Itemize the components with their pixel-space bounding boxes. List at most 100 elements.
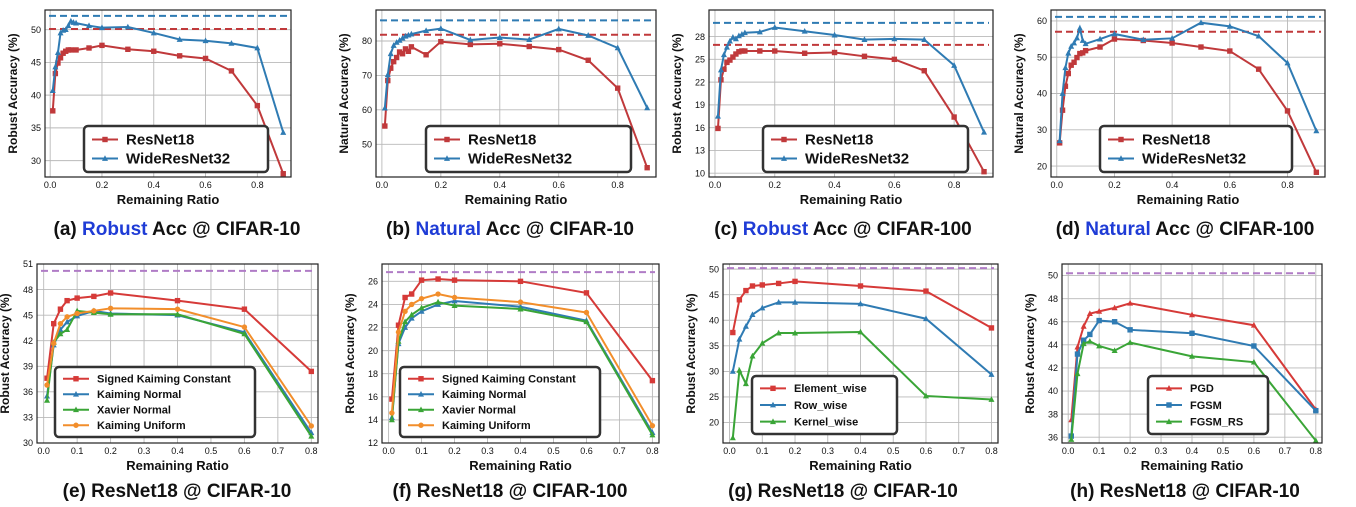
data-point <box>402 294 408 301</box>
x-tick-label: 0.2 <box>1108 180 1121 190</box>
data-point <box>831 31 838 38</box>
y-tick-label: 19 <box>695 100 705 110</box>
series-line <box>46 307 313 427</box>
data-point <box>981 168 987 175</box>
y-tick-label: 22 <box>695 77 705 87</box>
y-tick-label: 39 <box>23 361 33 371</box>
data-point <box>1080 340 1087 347</box>
data-point <box>1073 34 1080 41</box>
data-point <box>756 28 763 35</box>
data-point <box>1080 50 1086 56</box>
data-point <box>891 35 898 42</box>
data-point <box>759 339 766 346</box>
data-point <box>801 27 808 34</box>
x-axis-label: Remaining Ratio <box>469 458 572 473</box>
legend-label: WideResNet32 <box>126 151 230 168</box>
y-tick-label: 46 <box>1048 317 1058 327</box>
legend: PGD FGSM FGSM_RS <box>1146 374 1270 436</box>
data-point <box>1097 35 1104 42</box>
data-point <box>923 288 929 294</box>
data-point <box>1071 39 1078 46</box>
data-point <box>1080 337 1087 343</box>
y-tick-label: 16 <box>368 392 378 402</box>
data-point <box>418 308 425 314</box>
legend-marker <box>781 136 787 143</box>
legend: Signed Kaiming Constant Kaiming Normal Xav… <box>53 365 257 439</box>
data-point <box>91 293 97 300</box>
data-point <box>741 29 748 36</box>
data-point <box>739 48 745 54</box>
panel-caption: (h) ResNet18 @ CIFAR-10 <box>1020 481 1350 503</box>
legend-label: Xavier Normal <box>97 405 171 417</box>
y-tick-label: 51 <box>23 259 33 269</box>
data-point <box>176 53 183 59</box>
data-point <box>399 34 406 41</box>
data-point <box>951 114 957 120</box>
legend: ResNet18 WideResNet32 <box>82 124 270 174</box>
legend-label: Kaiming Uniform <box>442 420 531 432</box>
data-point <box>736 49 742 55</box>
legend-box <box>761 124 970 174</box>
y-axis-label: Robust Accuracy (%) <box>343 293 357 413</box>
data-point <box>723 43 730 50</box>
data-point <box>556 46 562 53</box>
data-point <box>1074 370 1081 377</box>
data-point <box>62 26 69 33</box>
x-tick-label: 0.4 <box>828 180 841 190</box>
panel-caption: (e) ResNet18 @ CIFAR-10 <box>12 481 342 503</box>
data-point <box>981 128 988 135</box>
x-tick-label: 0.8 <box>985 446 998 456</box>
data-point <box>388 65 394 71</box>
data-point <box>733 51 739 57</box>
y-tick-label: 16 <box>695 123 705 133</box>
legend: ResNet18 WideResNet32 <box>424 124 633 174</box>
y-tick-label: 24 <box>368 300 378 310</box>
legend-marker <box>1166 418 1172 425</box>
data-point <box>857 283 864 289</box>
data-point <box>1079 37 1086 43</box>
data-point <box>1255 32 1262 39</box>
data-point <box>1062 64 1069 71</box>
data-point <box>772 48 778 54</box>
caption-text: (h) ResNet18 @ CIFAR-10 <box>1070 481 1300 502</box>
y-tick-label: 20 <box>368 346 378 356</box>
y-tick-label: 30 <box>31 156 41 166</box>
data-point <box>1251 343 1257 349</box>
data-point <box>241 324 248 330</box>
data-point <box>1313 169 1320 175</box>
y-tick-label: 50 <box>1037 52 1047 62</box>
data-point <box>775 299 782 305</box>
x-tick-label: 0.6 <box>552 180 565 190</box>
y-tick-label: 45 <box>709 290 719 300</box>
x-tick-label: 0.6 <box>1224 180 1237 190</box>
x-tick-label: 0.7 <box>272 446 285 456</box>
x-tick-label: 0.8 <box>1281 180 1294 190</box>
data-point <box>388 416 395 423</box>
data-point <box>738 30 745 37</box>
data-point <box>1097 44 1103 50</box>
data-point <box>57 306 64 312</box>
legend-label: PGD <box>1190 383 1214 395</box>
data-point <box>1082 47 1089 54</box>
x-tick-label: 0.5 <box>547 446 560 456</box>
data-point <box>54 49 61 55</box>
series-line <box>731 280 992 333</box>
legend-box <box>398 365 602 439</box>
y-tick-label: 20 <box>709 418 719 428</box>
data-point <box>922 392 929 399</box>
y-tick-label: 40 <box>31 90 41 100</box>
x-tick-label: 0.8 <box>305 446 318 456</box>
data-point <box>749 352 756 359</box>
legend-label: ResNet18 <box>468 132 536 149</box>
x-tick-label: 0.2 <box>448 446 461 456</box>
data-point <box>1059 90 1066 96</box>
data-point <box>228 68 235 74</box>
data-point <box>583 290 590 296</box>
data-point <box>381 104 388 111</box>
data-point <box>408 314 415 321</box>
legend-marker <box>418 376 424 382</box>
data-point <box>730 54 736 60</box>
x-tick-label: 0.1 <box>71 446 84 456</box>
data-point <box>382 123 388 129</box>
